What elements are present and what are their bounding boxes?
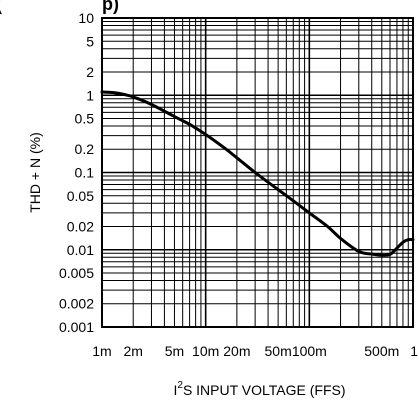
x-tick-label: 100m [292,343,327,359]
x-tick-labels: 1m 2m 5m 10m 20m 50m 100m 500m 1 [92,343,418,359]
chart-title-fragment-2: p) [102,0,119,14]
y-tick-label: 0.2 [75,141,95,157]
x-tick-label: 50m [265,343,292,359]
y-tick-label: 0.005 [59,265,94,281]
x-tick-label: 1m [92,343,111,359]
x-tick-label: 10m [192,343,219,359]
grid [102,18,413,327]
x-axis-label-suffix: S INPUT VOLTAGE (FFS) [183,382,346,398]
x-tick-label: 2m [123,343,142,359]
chart-title-fragment: ( [0,0,2,14]
plot-frame [101,17,414,328]
x-tick-label: 500m [364,343,399,359]
series-layer [100,90,415,257]
x-tick-label: 20m [223,343,250,359]
x-tick-label: 5m [165,343,184,359]
y-tick-label: 0.001 [59,319,94,335]
y-tick-label: 0.002 [59,296,94,312]
x-axis-label-superscript: 2 [177,380,183,391]
y-tick-label: 0.02 [67,218,94,234]
y-tick-labels: 10 5 2 1 0.5 0.2 0.1 0.05 0.02 0.01 0.005 0.002 0.00… [59,10,94,335]
x-axis-label: I2S INPUT VOLTAGE (FFS) [173,380,345,398]
y-tick-label: 0.1 [75,165,95,181]
y-tick-label: 0.01 [67,242,94,258]
y-tick-label: 1 [86,87,94,103]
x-axis-label-prefix: I [173,382,177,398]
x-tick-label: 1 [410,343,418,359]
y-tick-label: 0.5 [75,111,95,127]
y-tick-label: 5 [86,33,94,49]
y-tick-label: 2 [86,64,94,80]
series-line [100,90,415,257]
y-tick-label: 0.05 [67,188,94,204]
y-tick-label: 10 [78,10,94,26]
y-axis-label: THD + N (%) [27,132,43,213]
